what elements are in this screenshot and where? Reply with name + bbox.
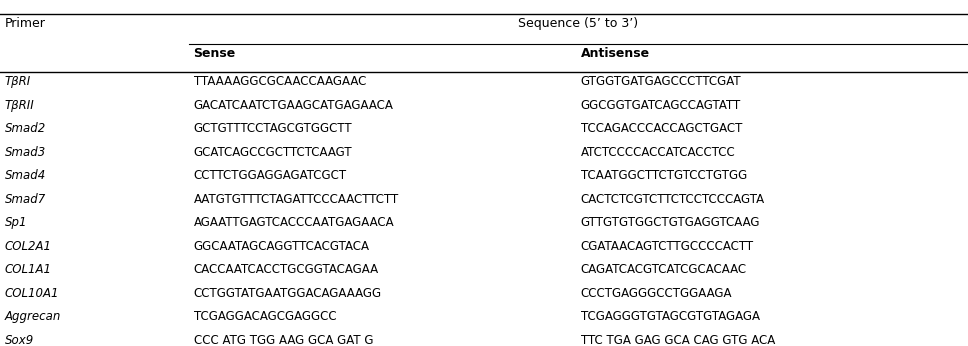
Text: TβRI: TβRI bbox=[5, 75, 31, 88]
Text: TCCAGACCCACCAGCTGACT: TCCAGACCCACCAGCTGACT bbox=[581, 122, 742, 135]
Text: GGCAATAGCAGGTTCACGTACA: GGCAATAGCAGGTTCACGTACA bbox=[194, 240, 370, 253]
Text: COL2A1: COL2A1 bbox=[5, 240, 52, 253]
Text: Smad7: Smad7 bbox=[5, 193, 46, 206]
Text: CCCTGAGGGCCTGGAAGA: CCCTGAGGGCCTGGAAGA bbox=[581, 287, 733, 300]
Text: TβRII: TβRII bbox=[5, 99, 35, 112]
Text: GGCGGTGATCAGCCAGTATT: GGCGGTGATCAGCCAGTATT bbox=[581, 99, 741, 112]
Text: Smad3: Smad3 bbox=[5, 146, 46, 159]
Text: Smad2: Smad2 bbox=[5, 122, 46, 135]
Text: Sp1: Sp1 bbox=[5, 216, 27, 229]
Text: Sequence (5’ to 3’): Sequence (5’ to 3’) bbox=[518, 17, 639, 30]
Text: GTTGTGTGGCTGTGAGGTCAAG: GTTGTGTGGCTGTGAGGTCAAG bbox=[581, 216, 760, 229]
Text: GCTGTTTCCTAGCGTGGCTT: GCTGTTTCCTAGCGTGGCTT bbox=[194, 122, 352, 135]
Text: Smad4: Smad4 bbox=[5, 169, 46, 182]
Text: Sox9: Sox9 bbox=[5, 334, 34, 346]
Text: CCTTCTGGAGGAGATCGCT: CCTTCTGGAGGAGATCGCT bbox=[194, 169, 347, 182]
Text: TTAAAAGGCGCAACCAAGAAC: TTAAAAGGCGCAACCAAGAAC bbox=[194, 75, 366, 88]
Text: TTC TGA GAG GCA CAG GTG ACA: TTC TGA GAG GCA CAG GTG ACA bbox=[581, 334, 775, 346]
Text: Primer: Primer bbox=[5, 17, 45, 30]
Text: Antisense: Antisense bbox=[581, 47, 650, 60]
Text: GTGGTGATGAGCCCTTCGAT: GTGGTGATGAGCCCTTCGAT bbox=[581, 75, 741, 88]
Text: GCATCAGCCGCTTCTCAAGT: GCATCAGCCGCTTCTCAAGT bbox=[194, 146, 352, 159]
Text: TCGAGGGTGTAGCGTGTAGAGA: TCGAGGGTGTAGCGTGTAGAGA bbox=[581, 310, 760, 323]
Text: CACTCTCGTCTTCTCCTCCCAGTA: CACTCTCGTCTTCTCCTCCCAGTA bbox=[581, 193, 765, 206]
Text: CGATAACAGTCTTGCCCCACTT: CGATAACAGTCTTGCCCCACTT bbox=[581, 240, 754, 253]
Text: CCTGGTATGAATGGACAGAAAGG: CCTGGTATGAATGGACAGAAAGG bbox=[194, 287, 381, 300]
Text: COL1A1: COL1A1 bbox=[5, 263, 52, 276]
Text: ATCTCCCCACCATCACCTCC: ATCTCCCCACCATCACCTCC bbox=[581, 146, 736, 159]
Text: GACATCAATCTGAAGCATGAGAACA: GACATCAATCTGAAGCATGAGAACA bbox=[194, 99, 393, 112]
Text: AATGTGTTTCTAGATTCCCAACTTCTT: AATGTGTTTCTAGATTCCCAACTTCTT bbox=[194, 193, 399, 206]
Text: COL10A1: COL10A1 bbox=[5, 287, 59, 300]
Text: Sense: Sense bbox=[194, 47, 236, 60]
Text: CACCAATCACCTGCGGTACAGAA: CACCAATCACCTGCGGTACAGAA bbox=[194, 263, 378, 276]
Text: AGAATTGAGTCACCCAATGAGAACA: AGAATTGAGTCACCCAATGAGAACA bbox=[194, 216, 394, 229]
Text: CAGATCACGTCATCGCACAAC: CAGATCACGTCATCGCACAAC bbox=[581, 263, 747, 276]
Text: CCC ATG TGG AAG GCA GAT G: CCC ATG TGG AAG GCA GAT G bbox=[194, 334, 373, 346]
Text: Aggrecan: Aggrecan bbox=[5, 310, 61, 323]
Text: TCAATGGCTTCTGTCCTGTGG: TCAATGGCTTCTGTCCTGTGG bbox=[581, 169, 747, 182]
Text: TCGAGGACAGCGAGGCC: TCGAGGACAGCGAGGCC bbox=[194, 310, 336, 323]
